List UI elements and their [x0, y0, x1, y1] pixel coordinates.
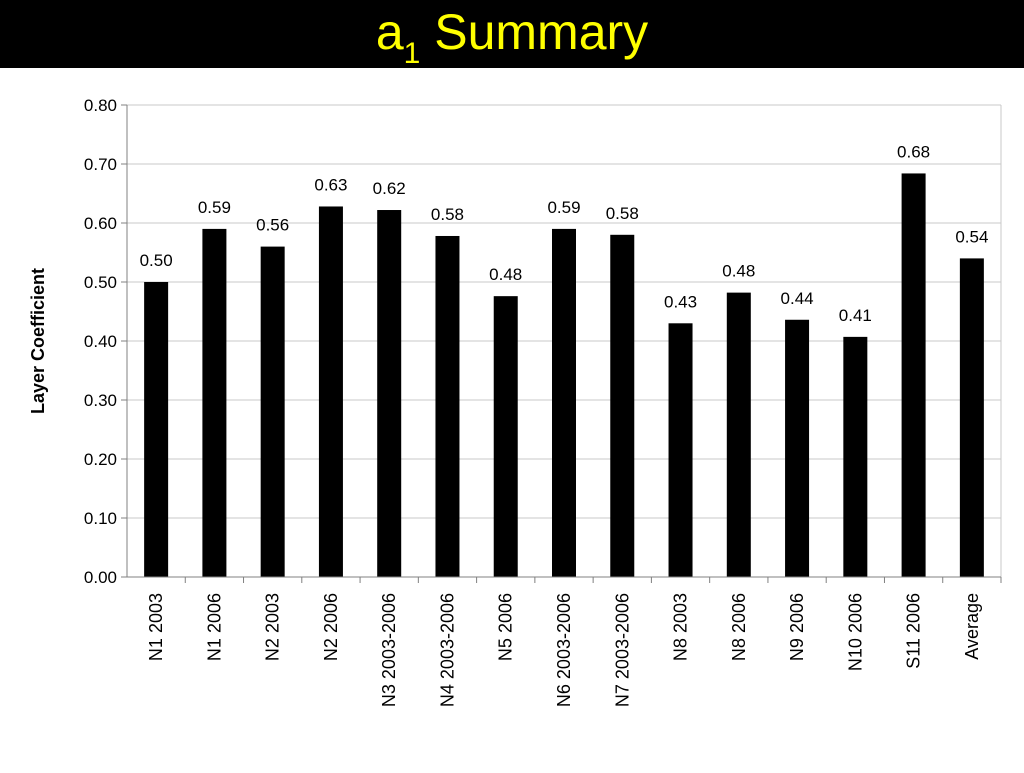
y-tick-label: 0.10 [84, 509, 117, 528]
chart-area: 0.00 0.10 0.20 0.30 0.40 0.50 0.60 0.70 0.80 0.5… [0, 68, 1024, 768]
bar [726, 292, 751, 577]
x-tick-label: N4 2003-2006 [437, 593, 457, 707]
x-tick-label: N10 2006 [845, 593, 865, 671]
data-label: 0.58 [606, 204, 639, 223]
y-axis-label: Layer Coefficient [28, 268, 48, 414]
title-subscript: 1 [403, 37, 421, 70]
y-tick-label: 0.50 [84, 273, 117, 292]
data-label: 0.62 [373, 179, 406, 198]
bar [785, 319, 810, 577]
x-tick-label: Average [962, 593, 982, 660]
y-tick-label: 0.30 [84, 391, 117, 410]
bar [668, 323, 693, 577]
data-label: 0.44 [781, 289, 814, 308]
x-tick-label: N1 2003 [146, 593, 166, 661]
bar [610, 234, 635, 578]
bar [144, 282, 169, 577]
y-tick-label: 0.40 [84, 332, 117, 351]
y-tick-label: 0.20 [84, 450, 117, 469]
x-tick-label: N5 2006 [496, 593, 516, 661]
data-label: 0.59 [547, 198, 580, 217]
x-tick-label: N2 2003 [263, 593, 283, 661]
bars [144, 173, 984, 578]
bar [435, 235, 460, 578]
x-tick-label: N9 2006 [787, 593, 807, 661]
x-tick-label: N8 2006 [729, 593, 749, 661]
bar [901, 173, 926, 577]
title-main: a [375, 4, 404, 60]
bar [843, 336, 868, 577]
bar [377, 210, 402, 577]
title-rest: Summary [420, 4, 649, 60]
bar [318, 206, 343, 578]
data-label: 0.63 [314, 175, 347, 194]
bar-chart: 0.00 0.10 0.20 0.30 0.40 0.50 0.60 0.70 0.80 0.5… [28, 96, 1002, 707]
x-tick-label: N7 2003-2006 [612, 593, 632, 707]
x-tick-label: N2 2006 [321, 593, 341, 661]
y-tick-label: 0.60 [84, 214, 117, 233]
bar [493, 296, 518, 577]
x-tick-label: N8 2003 [671, 593, 691, 661]
data-label: 0.50 [140, 251, 173, 270]
data-label: 0.48 [489, 265, 522, 284]
x-tick-label: S11 2006 [904, 593, 924, 669]
data-label: 0.68 [897, 142, 930, 161]
y-tick-label: 0.70 [84, 155, 117, 174]
data-label: 0.56 [256, 216, 289, 235]
title-bar [0, 0, 1024, 68]
bar [202, 228, 227, 577]
data-label: 0.58 [431, 205, 464, 224]
x-tick-label: N3 2003-2006 [379, 593, 399, 707]
data-label: 0.48 [722, 262, 755, 281]
bar [959, 258, 984, 577]
labels: 0.50 N1 2003 0.59 N1 2006 0.56 N2 2003 0.63 N2 … [140, 142, 989, 707]
x-tick-label: N6 2003-2006 [554, 593, 574, 707]
data-label: 0.41 [839, 306, 872, 325]
page-title: a1 Summary [0, 0, 1024, 70]
data-label: 0.43 [664, 292, 697, 311]
bar [260, 246, 285, 577]
axes: 0.00 0.10 0.20 0.30 0.40 0.50 0.60 0.70 0.80 [84, 96, 1002, 587]
y-tick-label: 0.00 [84, 568, 117, 587]
bar [552, 228, 576, 577]
data-label: 0.59 [198, 198, 231, 217]
y-tick-label: 0.80 [84, 96, 117, 115]
x-tick-label: N1 2006 [204, 593, 224, 661]
data-label: 0.54 [955, 227, 988, 246]
